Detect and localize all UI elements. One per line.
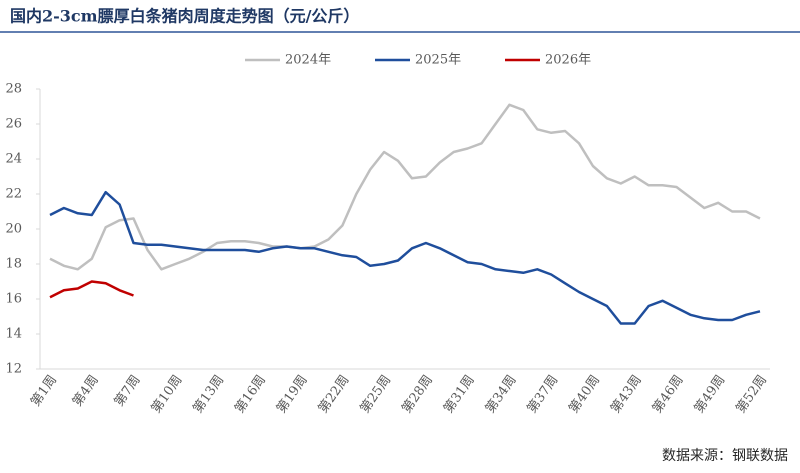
y-tick-label: 22	[5, 187, 22, 202]
y-tick-label: 18	[5, 257, 22, 272]
y-tick-label: 16	[5, 292, 22, 307]
legend-label: 2025年	[415, 53, 461, 68]
x-tick-label: 第31周	[441, 373, 478, 416]
x-tick-label: 第1周	[28, 373, 60, 410]
series-line	[49, 280, 134, 299]
y-tick-label: 14	[5, 327, 22, 342]
x-tick-label: 第22周	[316, 373, 353, 416]
x-tick-label: 第28周	[399, 373, 436, 416]
source: 数据来源：钢联数据	[662, 448, 788, 464]
x-tick-label: 第16周	[232, 373, 269, 416]
x-tick-label: 第10周	[149, 373, 186, 416]
chart-title: 国内2-3cm膘厚白条猪肉周度走势图（元/公斤）	[10, 7, 359, 26]
x-tick-label: 第4周	[70, 373, 102, 410]
x-tick-label: 第7周	[112, 373, 144, 410]
y-tick-label: 24	[5, 152, 22, 167]
x-tick-label: 第34周	[483, 373, 520, 416]
x-tick-label: 第19周	[274, 373, 311, 416]
y-tick-label: 28	[5, 82, 22, 97]
series-line	[49, 190, 761, 325]
x-tick-label: 第46周	[650, 373, 687, 416]
y-tick-label: 20	[5, 222, 22, 237]
x-tick-label: 第49周	[692, 373, 729, 416]
x-tick-label: 第25周	[358, 373, 395, 416]
series-line	[49, 103, 761, 271]
x-tick-label: 第13周	[191, 373, 228, 416]
x-tick-label: 第43周	[608, 373, 645, 416]
legend-label: 2024年	[285, 53, 331, 68]
legend-label: 2026年	[545, 53, 591, 68]
x-tick-label: 第37周	[525, 373, 562, 416]
y-tick-label: 26	[5, 117, 22, 132]
x-tick-label: 第52周	[733, 373, 770, 416]
x-tick-label: 第40周	[566, 373, 603, 416]
y-tick-label: 12	[5, 362, 22, 377]
